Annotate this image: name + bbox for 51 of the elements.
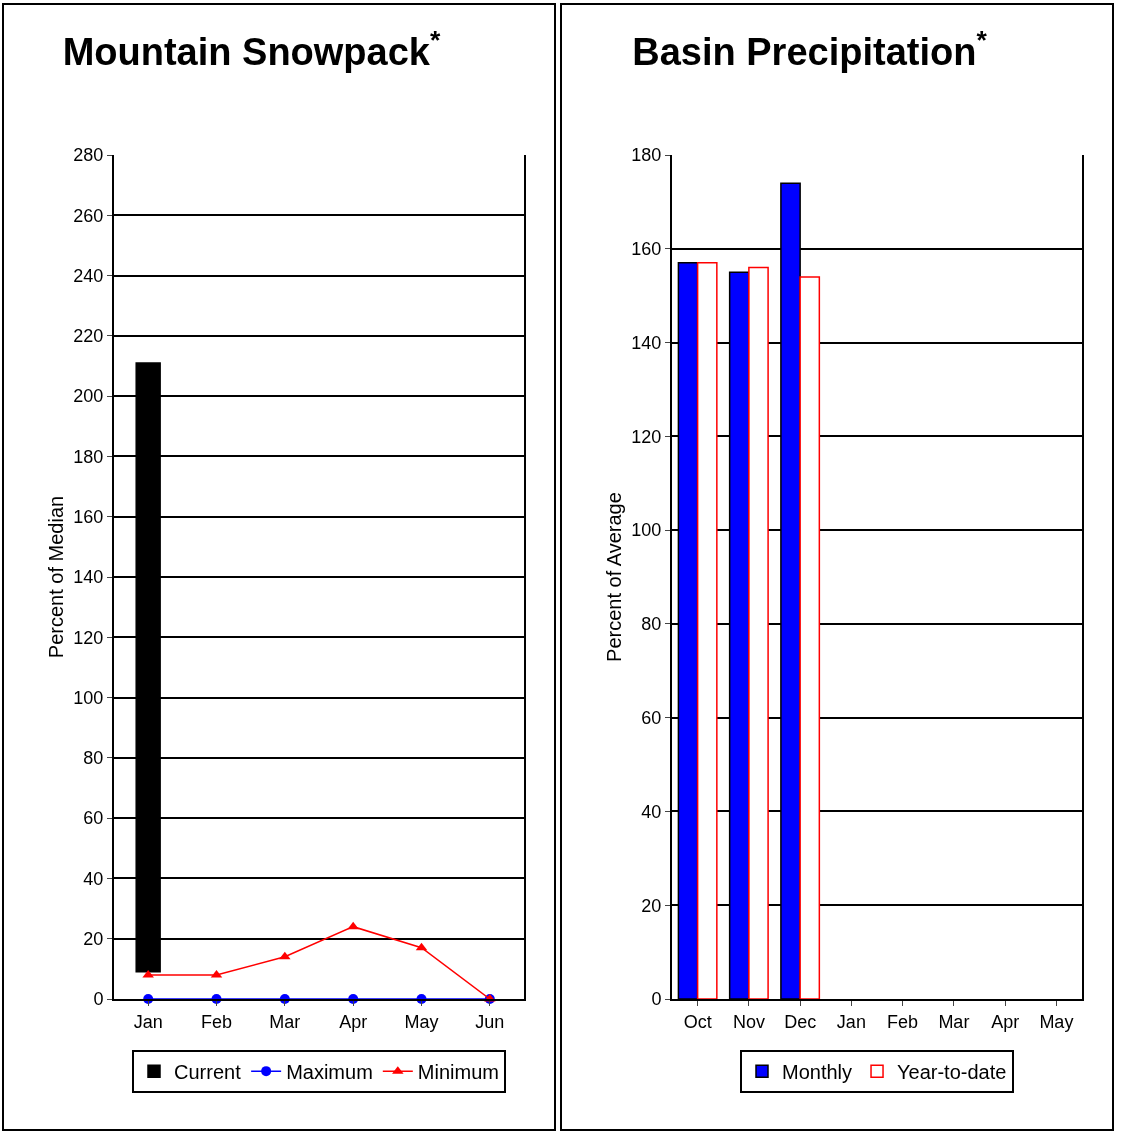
y-tick-label: 80 bbox=[641, 614, 662, 635]
y-tick-label: 160 bbox=[73, 507, 104, 528]
y-tick-label: 280 bbox=[73, 145, 104, 166]
x-tick-label: Feb bbox=[887, 1011, 919, 1032]
legend-label: Year-to-date bbox=[897, 1060, 1007, 1083]
y-axis-title: Percent of Median bbox=[45, 495, 67, 659]
y-tick-label: 180 bbox=[631, 145, 662, 166]
y-tick-label: 40 bbox=[641, 801, 662, 822]
bar bbox=[748, 266, 769, 999]
x-tick-label: Dec bbox=[784, 1011, 817, 1032]
y-axis-title: Percent of Average bbox=[603, 492, 625, 662]
x-tick-label: Feb bbox=[200, 1011, 233, 1032]
y-tick-label: 100 bbox=[73, 687, 104, 708]
y-tick-label: 80 bbox=[83, 748, 104, 769]
y-tick-label: 180 bbox=[73, 446, 104, 467]
x-tick-label: Mar bbox=[938, 1011, 970, 1032]
x-tick-label: Jan bbox=[133, 1011, 163, 1032]
x-tick-label: May bbox=[404, 1011, 439, 1032]
y-tick-label: 60 bbox=[83, 808, 104, 829]
y-tick-label: 160 bbox=[631, 239, 662, 260]
legend-label: Minimum bbox=[417, 1060, 499, 1083]
x-tick-label: Oct bbox=[683, 1011, 712, 1032]
y-tick-label: 140 bbox=[73, 567, 104, 588]
legend-label: Monthly bbox=[782, 1060, 853, 1083]
y-tick-label: 140 bbox=[631, 332, 662, 353]
y-tick-label: 0 bbox=[93, 989, 104, 1010]
chart-title: Mountain Snowpack$^{*}$ bbox=[62, 25, 441, 74]
y-tick-label: 20 bbox=[641, 895, 662, 916]
y-tick-label: 120 bbox=[631, 426, 662, 447]
legend-label: Maximum bbox=[286, 1060, 373, 1083]
bar bbox=[696, 262, 718, 999]
x-tick-label: Jun bbox=[475, 1011, 505, 1032]
x-tick-label: Apr bbox=[339, 1011, 368, 1032]
y-tick-label: 240 bbox=[73, 265, 104, 286]
x-tick-label: May bbox=[1039, 1011, 1074, 1032]
y-tick-label: 200 bbox=[73, 386, 104, 407]
y-tick-label: 260 bbox=[73, 205, 104, 226]
y-tick-label: 100 bbox=[631, 520, 662, 541]
y-tick-label: 40 bbox=[83, 868, 104, 889]
chart-title: Basin Precipitation$^{*}$ bbox=[632, 25, 988, 74]
bar bbox=[799, 276, 821, 999]
y-tick-label: 20 bbox=[83, 929, 104, 950]
x-tick-label: Jan bbox=[836, 1011, 866, 1032]
x-tick-label: Mar bbox=[269, 1011, 301, 1032]
legend-label: Current bbox=[174, 1060, 242, 1083]
y-tick-label: 60 bbox=[641, 707, 662, 728]
y-tick-label: 0 bbox=[651, 989, 662, 1010]
x-tick-label: Nov bbox=[732, 1011, 765, 1032]
y-tick-label: 220 bbox=[73, 326, 104, 347]
x-tick-label: Apr bbox=[991, 1011, 1020, 1032]
y-tick-label: 120 bbox=[73, 627, 104, 648]
